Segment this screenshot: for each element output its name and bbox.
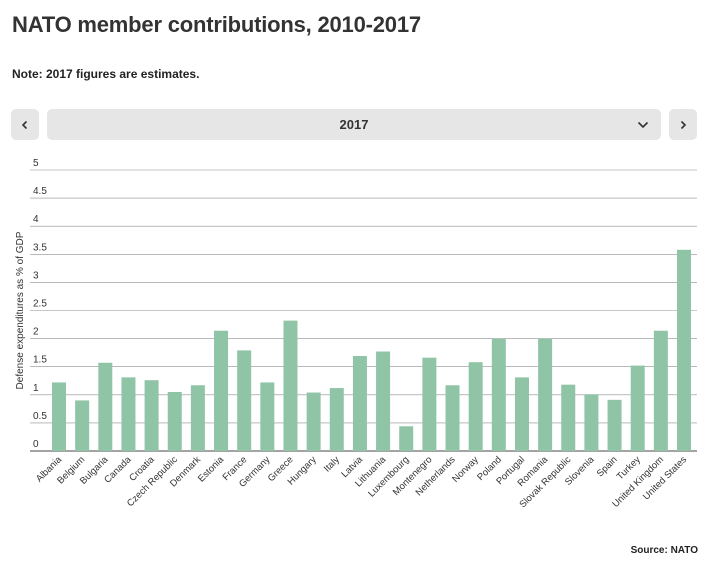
bar-montenegro bbox=[422, 357, 437, 451]
y-tick-label: 5 bbox=[33, 158, 39, 169]
x-tick-label: Canada bbox=[102, 454, 134, 486]
bar-france bbox=[237, 350, 252, 451]
bar-united-states bbox=[677, 249, 691, 451]
y-tick-label: 1.5 bbox=[33, 355, 47, 366]
y-tick-label: 0 bbox=[33, 439, 39, 450]
bar-norway bbox=[468, 362, 483, 451]
bar-luxembourg bbox=[399, 426, 414, 451]
y-tick-label: 2 bbox=[33, 327, 39, 338]
chevron-right-icon bbox=[680, 120, 687, 129]
y-tick-label: 4 bbox=[33, 214, 39, 225]
bar-germany bbox=[260, 382, 275, 451]
y-axis-title: Defense expenditures as % of GDP bbox=[15, 231, 26, 389]
bar-portugal bbox=[514, 377, 529, 451]
next-year-button[interactable] bbox=[669, 109, 697, 140]
bar-denmark bbox=[190, 385, 205, 451]
bar-czech-republic bbox=[167, 391, 182, 451]
y-tick-label: 3.5 bbox=[33, 242, 47, 253]
x-tick-label: Estonia bbox=[196, 454, 227, 485]
y-tick-label: 1 bbox=[33, 383, 39, 394]
page-title: NATO member contributions, 2010-2017 bbox=[12, 12, 421, 37]
selected-year-label: 2017 bbox=[339, 117, 369, 132]
y-tick-label: 2.5 bbox=[33, 299, 47, 310]
bar-belgium bbox=[75, 400, 90, 451]
chevron-down-icon bbox=[637, 121, 649, 129]
bar-united-kingdom bbox=[653, 330, 668, 451]
year-dropdown[interactable]: 2017 bbox=[47, 109, 661, 140]
bar-turkey bbox=[630, 365, 645, 451]
bar-hungary bbox=[306, 392, 321, 451]
bar-estonia bbox=[214, 330, 229, 451]
bar-lithuania bbox=[376, 351, 391, 451]
source-note: Source: NATO bbox=[630, 545, 698, 556]
bar-greece bbox=[283, 320, 298, 451]
bar-bulgaria bbox=[98, 362, 113, 451]
bar-romania bbox=[538, 338, 553, 451]
bar-slovak-republic bbox=[561, 384, 576, 451]
bar-albania bbox=[52, 382, 66, 451]
y-tick-label: 4.5 bbox=[33, 186, 47, 197]
bar-slovenia bbox=[584, 394, 599, 451]
bar-croatia bbox=[144, 380, 159, 451]
bar-chart: 0 0.5 1 1.5 2 2.5 3 3.5 4 4.5 5 Defense expenditure… bbox=[15, 158, 697, 510]
bar-spain bbox=[607, 399, 622, 451]
bar-netherlands bbox=[445, 385, 460, 451]
bar-poland bbox=[491, 338, 506, 451]
bar-latvia bbox=[352, 356, 367, 451]
bar-italy bbox=[329, 388, 344, 451]
chevron-left-icon bbox=[21, 120, 28, 129]
previous-year-button[interactable] bbox=[11, 109, 39, 140]
x-tick-label: Norway bbox=[450, 454, 481, 485]
y-tick-label: 0.5 bbox=[33, 411, 47, 422]
chart-note: Note: 2017 figures are estimates. bbox=[12, 67, 200, 81]
bar-canada bbox=[121, 377, 136, 451]
y-tick-label: 3 bbox=[33, 270, 39, 281]
